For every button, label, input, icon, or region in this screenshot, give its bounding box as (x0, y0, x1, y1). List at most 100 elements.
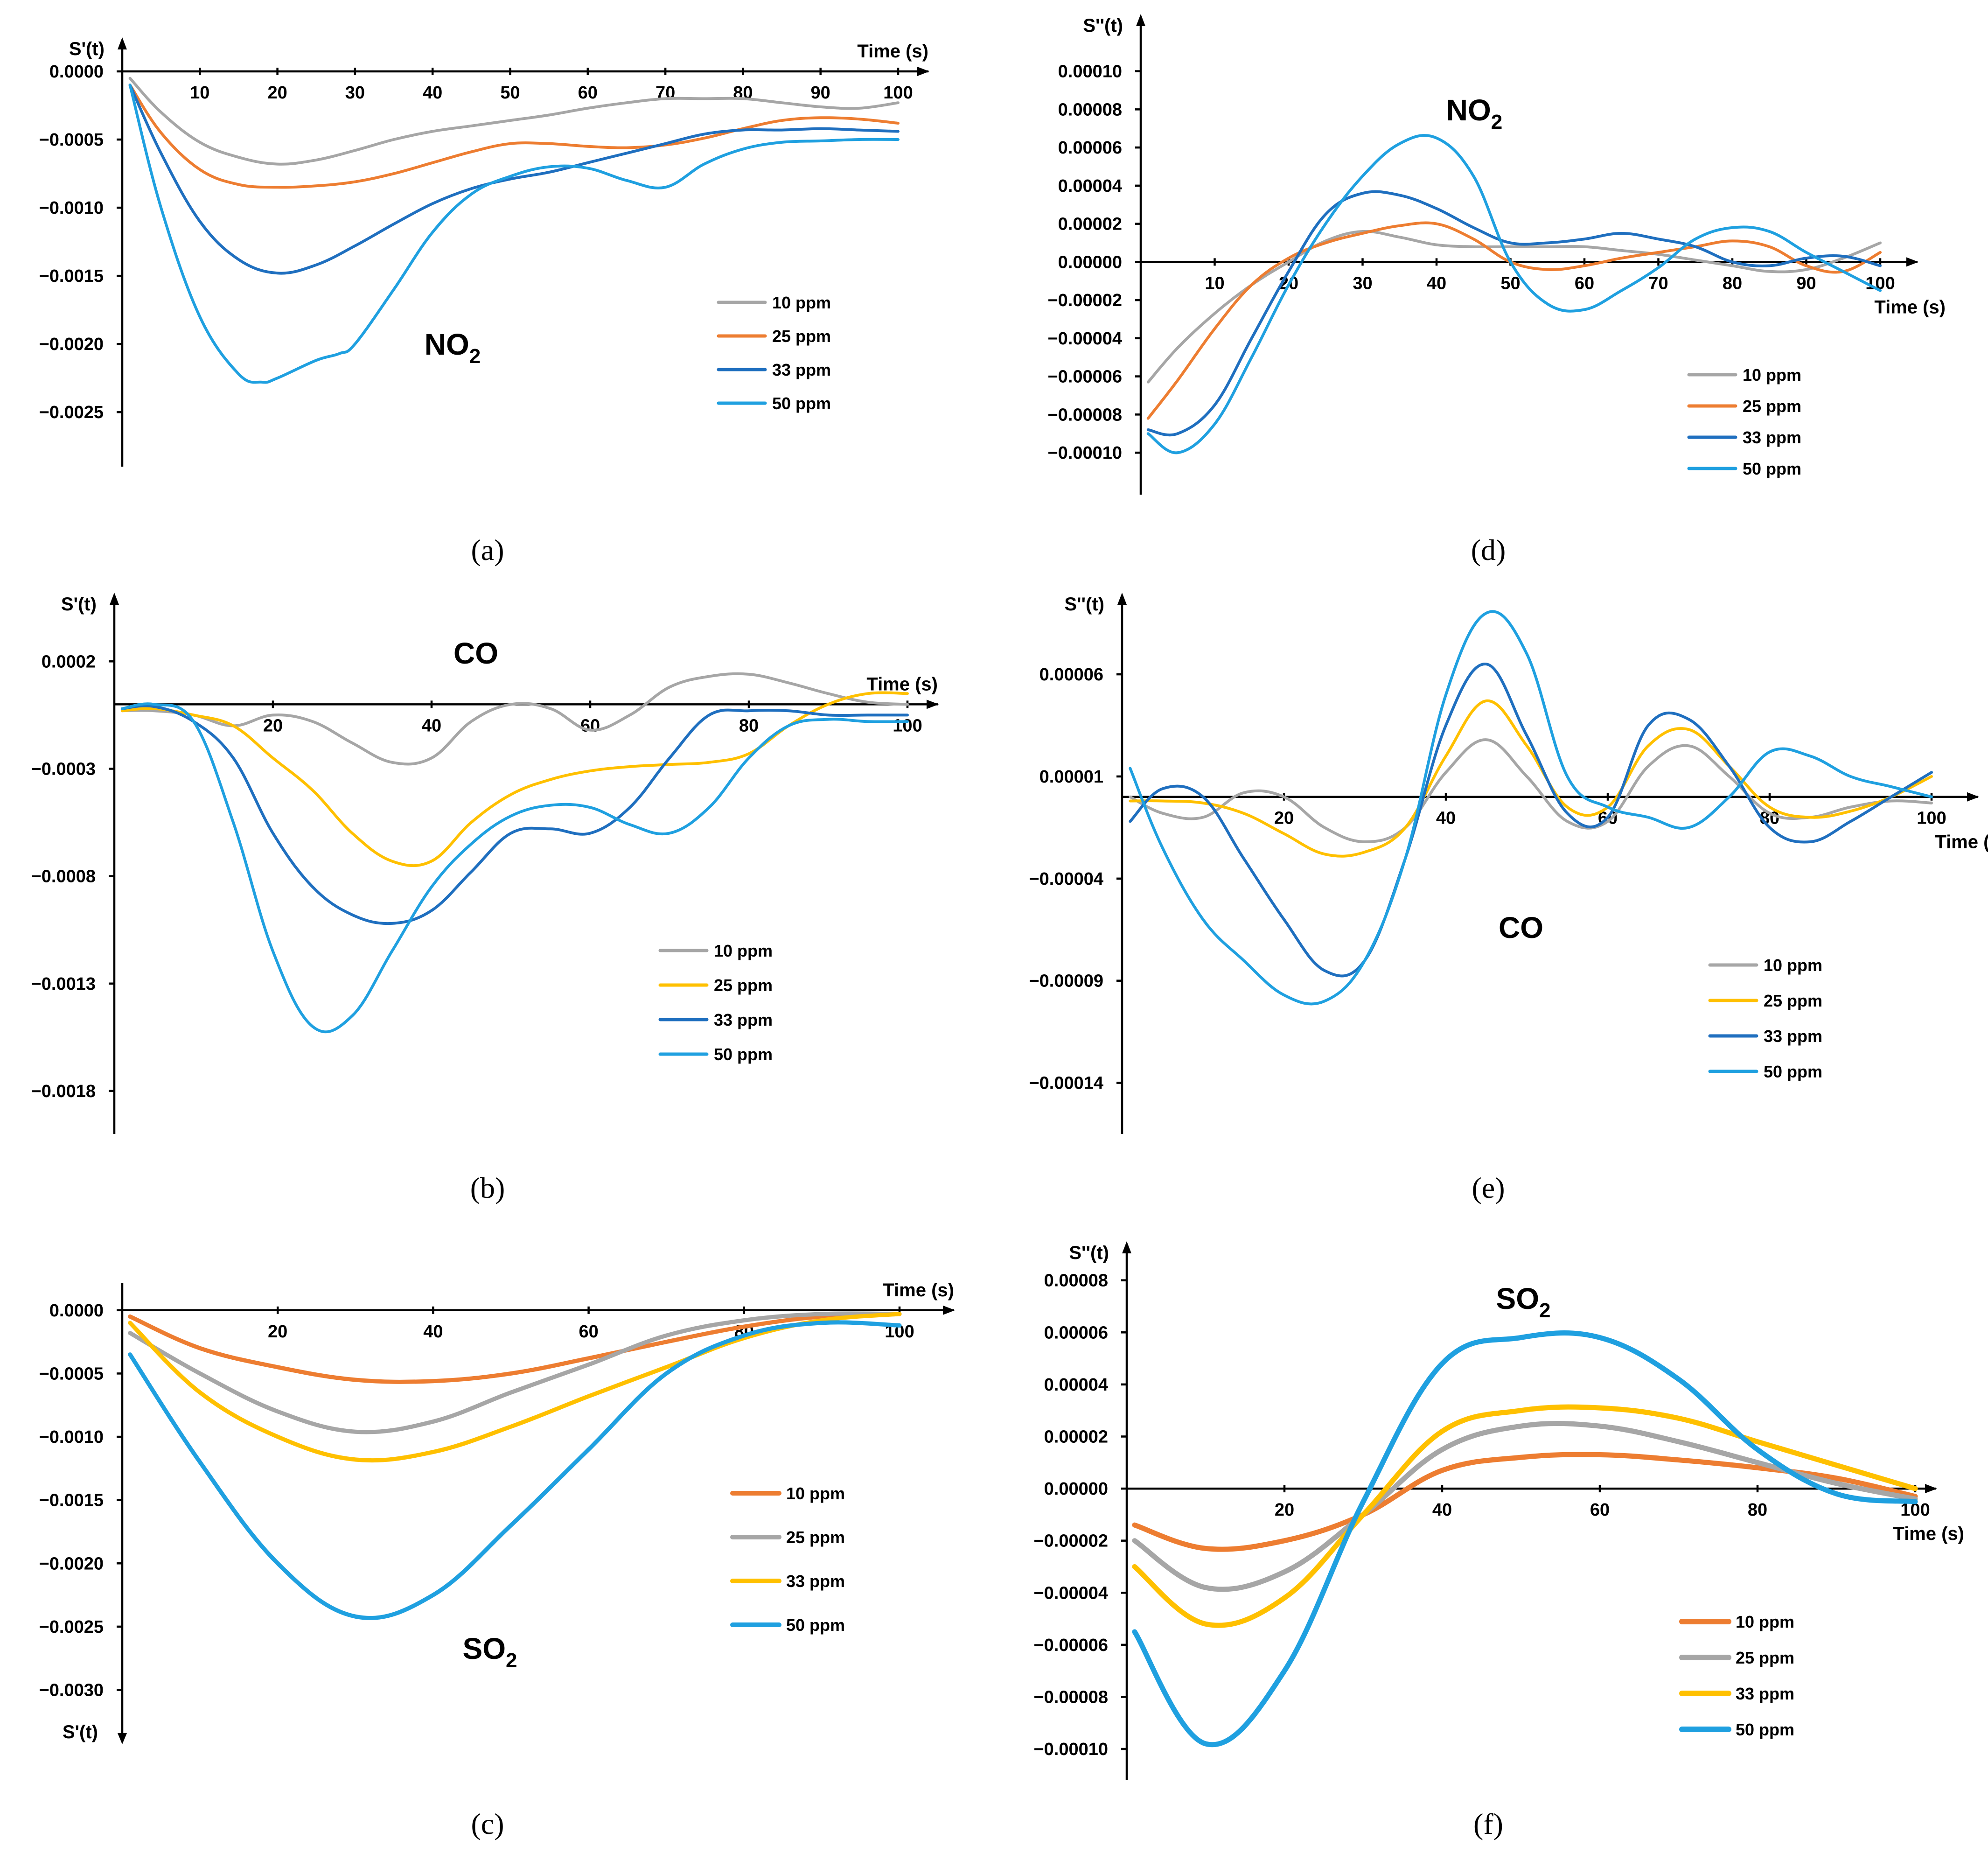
y-tick-label: −0.0008 (31, 867, 96, 887)
legend-label: 33 ppm (1743, 428, 1801, 447)
y-tick-label: 0.00000 (1044, 1479, 1108, 1499)
y-axis-label: S''(t) (1064, 594, 1104, 615)
y-axis-arrow (110, 593, 119, 605)
x-tick-label: 90 (811, 83, 830, 103)
legend-label: 50 ppm (1736, 1720, 1794, 1739)
x-tick-label: 20 (1274, 809, 1294, 828)
legend-label: 10 ppm (772, 293, 831, 312)
chart-panel-d: 0.00010 0.00008 0.00006 0.00004 0.00002 0.000… (1047, 14, 1946, 566)
y-tick-label: 0.0002 (42, 652, 96, 671)
y-tick-label: −0.00006 (1047, 367, 1122, 387)
x-tick-label: 30 (345, 83, 365, 103)
legend-label: 50 ppm (786, 1615, 845, 1635)
series-line-10-ppm (1146, 230, 1882, 384)
series-line-25-ppm (1129, 699, 1933, 858)
x-tick-label: 10 (190, 83, 209, 103)
x-tick-label: 60 (580, 716, 600, 735)
y-tick-label: 0.00001 (1039, 767, 1103, 787)
series-line-10-ppm (128, 1312, 902, 1384)
x-tick-label: 40 (423, 1322, 443, 1342)
chart-panel-f: 0.00008 0.00006 0.00004 0.00002 0.00000 −0.00… (1033, 1241, 1964, 1840)
panel-label: (a) (471, 533, 504, 566)
y-tick-label: −0.00004 (1033, 1583, 1108, 1603)
x-tick-label: 20 (267, 83, 287, 103)
y-tick-label: −0.0030 (39, 1681, 104, 1700)
series-line-25-ppm (1146, 221, 1882, 420)
x-tick-label: 70 (1648, 273, 1668, 293)
y-tick-label: 0.00006 (1044, 1323, 1108, 1343)
y-tick-label: 0.00002 (1058, 215, 1122, 234)
x-tick-label: 80 (1723, 273, 1742, 293)
series-line-50-ppm (1146, 134, 1882, 455)
x-tick-label: 30 (1353, 273, 1372, 293)
y-tick-label: 0.00002 (1044, 1427, 1108, 1447)
x-axis-arrow (917, 67, 929, 77)
x-axis-arrow (943, 1305, 955, 1315)
x-tick-label: 60 (1590, 1500, 1610, 1520)
series-line-33-ppm (1146, 190, 1882, 437)
y-axis-arrow (118, 1733, 127, 1744)
y-tick-label: −0.0025 (39, 1617, 104, 1637)
chart-gas-label: NO2 (1446, 93, 1502, 133)
series-line-10-ppm (1129, 738, 1933, 843)
y-axis-arrow (1136, 14, 1145, 26)
y-tick-label: −0.0015 (39, 266, 104, 286)
panel-label: (d) (1471, 533, 1506, 566)
series-line-50-ppm (1132, 1330, 1918, 1748)
legend-label: 25 ppm (1743, 397, 1801, 416)
legend-label: 50 ppm (1764, 1062, 1822, 1081)
x-tick-label: 100 (893, 716, 922, 735)
y-tick-label: −0.0025 (39, 403, 104, 422)
chart-panel-c: 0.0000 −0.0005 −0.0010 −0.0015 −0.0020 −0.002… (39, 1280, 955, 1840)
x-tick-label: 60 (1575, 273, 1594, 293)
panel-label: (f) (1473, 1807, 1503, 1840)
y-tick-label: −0.00008 (1047, 405, 1122, 425)
chart-gas-label: SO2 (1496, 1282, 1551, 1322)
x-axis-label: Time (s) (857, 41, 928, 62)
legend-label: 10 ppm (1764, 956, 1822, 975)
x-tick-label: 100 (1917, 809, 1946, 828)
x-axis-arrow (927, 699, 939, 709)
y-tick-label: −0.0015 (39, 1491, 104, 1510)
y-tick-label: 0.00000 (1058, 252, 1122, 272)
legend-label: 33 ppm (1736, 1684, 1794, 1703)
x-tick-label: 40 (1436, 809, 1456, 828)
y-tick-label: −0.0020 (39, 1554, 104, 1573)
y-tick-label: 0.00004 (1058, 176, 1122, 196)
legend-label: 33 ppm (786, 1572, 845, 1591)
x-axis-arrow (1906, 257, 1918, 267)
legend-label: 33 ppm (1764, 1027, 1822, 1046)
y-tick-label: −0.0010 (39, 198, 104, 218)
series-line-33-ppm (1132, 1404, 1918, 1628)
x-tick-label: 60 (579, 1322, 598, 1342)
chart-gas-label: CO (1499, 911, 1543, 944)
legend-label: 25 ppm (714, 976, 773, 995)
y-tick-label: −0.00010 (1033, 1740, 1108, 1759)
x-tick-label: 80 (739, 716, 759, 735)
legend-label: 25 ppm (772, 327, 831, 346)
chart-gas-label: NO2 (425, 328, 481, 368)
legend-label: 50 ppm (772, 394, 831, 413)
series-line-33-ppm (1129, 663, 1933, 978)
y-axis-arrow (1122, 1241, 1131, 1253)
x-tick-label: 40 (423, 83, 442, 103)
x-tick-label: 50 (1500, 273, 1520, 293)
y-axis-arrow (1117, 593, 1127, 605)
series-line-50-ppm (128, 1320, 902, 1620)
y-tick-label: −0.00010 (1047, 443, 1122, 463)
series-line-25-ppm (128, 84, 900, 189)
x-axis-label: Time (s) (883, 1280, 954, 1301)
legend-label: 10 ppm (1736, 1612, 1794, 1631)
x-axis-label: Time (s) (1874, 297, 1946, 317)
y-tick-label: −0.00004 (1047, 329, 1122, 349)
series-line-10-ppm (1132, 1452, 1918, 1552)
legend-label: 25 ppm (1764, 991, 1822, 1010)
x-tick-label: 10 (1205, 273, 1224, 293)
y-tick-label: −0.00009 (1029, 972, 1103, 991)
y-tick-label: −0.0020 (39, 335, 104, 354)
series-line-33-ppm (121, 704, 909, 925)
x-tick-label: 20 (268, 1322, 287, 1342)
y-tick-label: 0.00004 (1044, 1375, 1108, 1395)
x-tick-label: 60 (578, 83, 598, 103)
y-tick-label: 0.00006 (1058, 138, 1122, 158)
